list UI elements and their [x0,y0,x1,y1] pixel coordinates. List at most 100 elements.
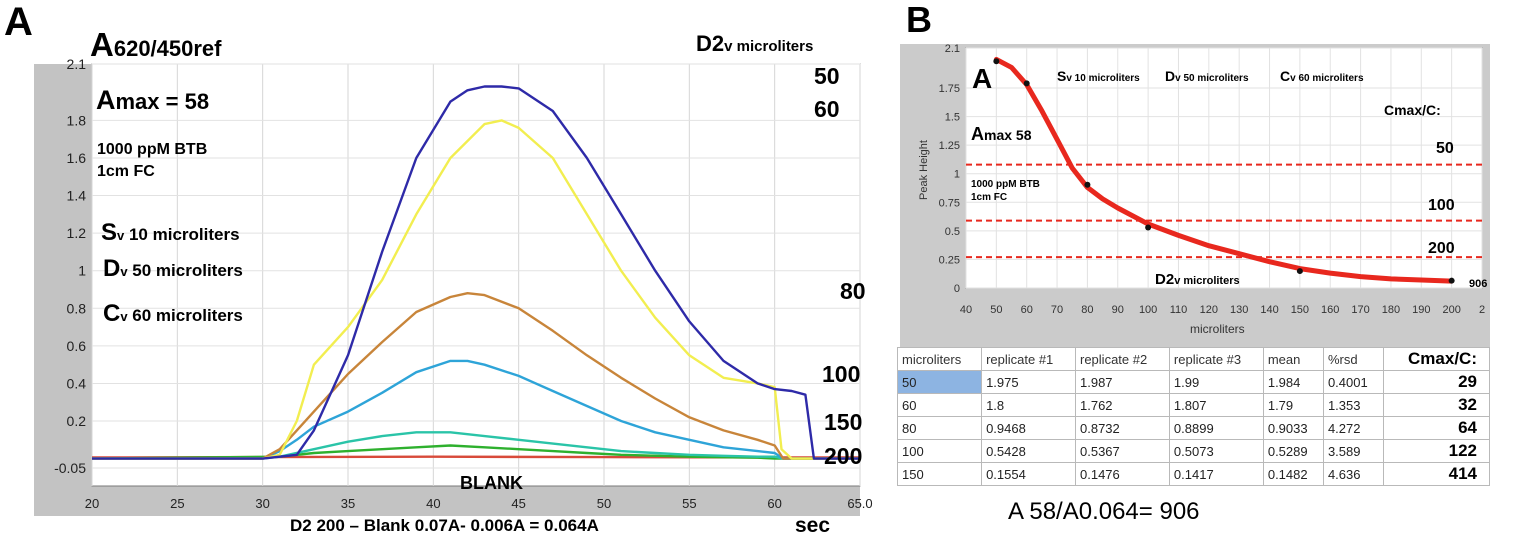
table-cell[interactable]: 150 [896,462,983,486]
panel-b-caption: A 58/A0.064= 906 [1008,498,1200,525]
col-header-replicate-1: replicate #1 [981,347,1076,371]
table-cell[interactable]: 0.8899 [1168,416,1264,440]
table-cell[interactable]: 1.79 [1262,393,1324,417]
table-cell[interactable]: 29 [1383,370,1490,394]
curve-label-200: 200 [824,443,862,469]
x-tick-label: 160 [1321,304,1339,316]
table-cell[interactable]: 1.762 [1075,393,1170,417]
table-row: 150 0.1554 0.1476 0.1417 0.1482 4.636 41… [896,462,1490,486]
table-cell[interactable]: 0.4001 [1322,370,1385,394]
panel-b-sv: Sv 10 microliters [1057,68,1140,84]
table-cell[interactable]: 100 [896,439,983,463]
table-cell[interactable]: 32 [1383,393,1490,417]
table-cell[interactable]: 414 [1383,462,1490,486]
table-cell[interactable]: 0.9468 [981,416,1076,440]
y-tick-label: -0.05 [54,460,86,476]
y-tick-label: 0.5 [945,226,960,238]
table-cell[interactable]: 0.1417 [1168,462,1264,486]
blank-label: BLANK [460,473,523,493]
table-cell[interactable]: 1.987 [1075,370,1170,394]
y-tick-label: 2.1 [67,56,87,72]
x-tick-label: 35 [341,496,355,511]
x-tick-label: 55 [682,496,696,511]
curve-label-50: 50 [814,63,840,89]
table-cell[interactable]: 0.8732 [1075,416,1170,440]
table-cell[interactable]: 4.272 [1322,416,1385,440]
panel-a-title: A620/450ref [90,26,222,63]
table-cell[interactable]: 0.5289 [1262,439,1324,463]
col-header-replicate-2: replicate #2 [1075,347,1170,371]
table-row: 100 0.5428 0.5367 0.5073 0.5289 3.589 12… [896,439,1490,463]
x-tick-label: 150 [1291,304,1309,316]
series-line-150 [92,431,860,460]
series-line-80 [92,292,860,460]
table-cell[interactable]: 1.8 [981,393,1076,417]
panel-b-dv: Dv 50 microliters [1165,68,1249,84]
panel-a-left-band [34,64,92,516]
curve-label-80: 80 [840,278,866,304]
table-cell[interactable]: 122 [1383,439,1490,463]
table-cell[interactable]: 0.5073 [1168,439,1264,463]
panel-a-d2-label: D2v microliters [696,31,813,56]
y-tick-label: 1.75 [939,83,960,95]
y-tick-label: 0 [954,283,960,295]
y-tick-label: 1 [78,263,86,279]
x-tick-label: 70 [1051,304,1063,316]
y-tick-label: 0.75 [939,197,960,209]
fit-curve [993,56,1455,284]
col-header-mean: mean [1262,347,1324,371]
panel-b-xlabel: microliters [1190,322,1245,336]
table-cell[interactable]: 1.975 [981,370,1076,394]
y-tick-label: 0.2 [67,413,87,429]
y-tick-label: 1.6 [67,150,87,166]
panel-b-end-label: 906 [1469,278,1487,290]
panel-a-letter: A [4,0,33,44]
table-cell[interactable]: 80 [896,416,983,440]
table-cell[interactable]: 0.1476 [1075,462,1170,486]
x-tick-label: 50 [990,304,1002,316]
x-tick-label: 100 [1139,304,1157,316]
y-tick-label: 2.1 [945,43,960,55]
y-tick-label: 0.8 [67,300,87,316]
panel-a-ticks: 20 25 30 35 40 45 50 55 60 65.0 -0.05 0.2 0.4 0.6 0.8 1… [54,56,873,511]
table-row: 80 0.9468 0.8732 0.8899 0.9033 4.272 64 [896,416,1490,440]
table-cell[interactable]: 4.636 [1322,462,1385,486]
x-tick-label: 80 [1081,304,1093,316]
table-cell[interactable]: 1.99 [1168,370,1264,394]
table-cell[interactable]: 3.589 [1322,439,1385,463]
panel-a-cv: Cv 60 microliters [103,300,243,327]
table-cell[interactable]: 0.1554 [981,462,1076,486]
x-unit-label: sec [795,514,830,537]
x-tick-label: 200 [1442,304,1460,316]
table-cell[interactable]: 1.353 [1322,393,1385,417]
table-header-row: microliters replicate #1 replicate #2 re… [896,347,1490,371]
table-cell[interactable]: 1.807 [1168,393,1264,417]
table-cell[interactable]: 0.9033 [1262,416,1324,440]
table-cell[interactable]: 60 [896,393,983,417]
panel-b-fit [993,56,1455,284]
y-tick-label: 1.5 [945,112,960,124]
panel-b-d2-label: D2v microliters [1155,271,1240,288]
table-cell[interactable]: 50 [896,370,983,394]
panel-a-caption: D2 200 – Blank 0.07A- 0.006A = 0.064A [290,516,599,535]
x-tick-label: 90 [1112,304,1124,316]
table-cell[interactable]: 64 [1383,416,1490,440]
panel-a-grid [91,63,861,486]
replicate-table: microliters replicate #1 replicate #2 re… [896,347,1490,486]
line-label-200: 200 [1428,240,1455,257]
data-point [993,58,1000,65]
x-tick-label: 30 [255,496,269,511]
table-cell[interactable]: 0.5428 [981,439,1076,463]
data-point [1084,181,1091,188]
table-cell[interactable]: 1.984 [1262,370,1324,394]
y-tick-label: 1.2 [67,225,87,241]
panel-b-ticks: 40 50 60 70 80 90 100 110 120 130 140 150 160 170 180 1… [939,43,1485,316]
series-line-200 [91,444,860,460]
panel-a-amax: Amax = 58 [96,85,209,115]
table-row: 50 1.975 1.987 1.99 1.984 0.4001 29 [896,370,1490,394]
series-line-100 [92,359,860,460]
table-cell[interactable]: 0.1482 [1262,462,1324,486]
table-cell[interactable]: 0.5367 [1075,439,1170,463]
x-tick-label: 40 [426,496,440,511]
panel-a: 20 25 30 35 40 45 50 55 60 65.0 -0.05 0.2 0.4 0.6 0.8 1… [4,0,873,537]
